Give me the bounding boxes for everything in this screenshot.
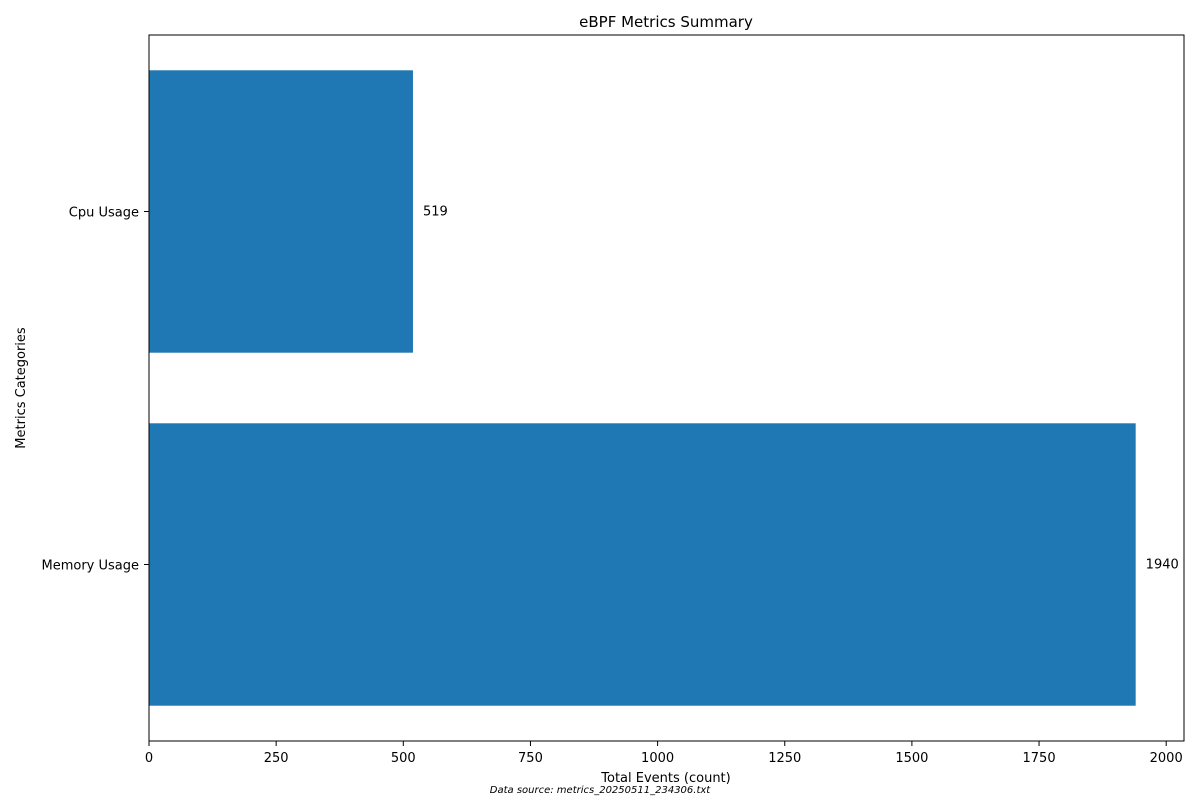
x-tick-label: 1500 — [895, 751, 928, 766]
x-tick-label: 500 — [391, 751, 416, 766]
plot-area: 519 Cpu Usage 1940 Memory Usage 0 250 500 750 10… — [41, 34, 1185, 766]
y-axis-label: Metrics Categories — [14, 327, 29, 449]
data-label: 519 — [423, 205, 448, 220]
y-tick-label: Cpu Usage — [69, 206, 139, 221]
chart-title: eBPF Metrics Summary — [579, 13, 753, 31]
x-tick-label: 0 — [145, 751, 153, 766]
axes-frame — [148, 34, 1185, 742]
bar-cpu-usage — [149, 70, 413, 353]
x-tick-label: 1750 — [1023, 751, 1056, 766]
y-tick-label: Memory Usage — [41, 559, 139, 574]
data-source-footnote: Data source: metrics_20250511_234306.txt — [490, 785, 712, 796]
x-tick-label: 1000 — [641, 751, 674, 766]
x-axis-label: Total Events (count) — [600, 771, 730, 786]
x-tick-label: 1250 — [768, 751, 801, 766]
x-tick-label: 2000 — [1150, 751, 1183, 766]
data-label: 1940 — [1146, 558, 1179, 573]
x-tick-label: 250 — [264, 751, 289, 766]
bar-memory-usage — [149, 423, 1136, 706]
x-tick-label: 750 — [518, 751, 543, 766]
